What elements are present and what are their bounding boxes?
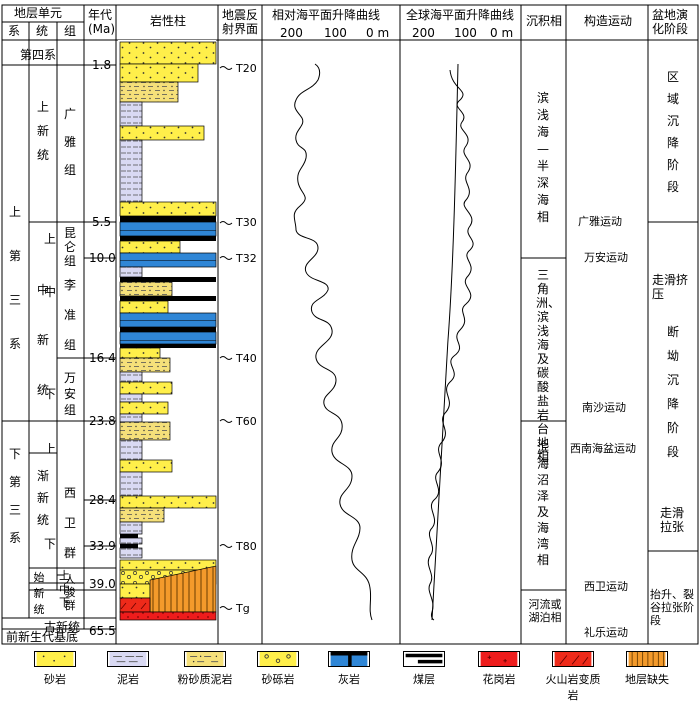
rel-scale-0: 0 m (366, 26, 390, 40)
sub-upper-eo: 上 (59, 569, 70, 582)
group-renjun: 人骏群 (64, 573, 76, 612)
legend-label: 地层缺失 (625, 673, 669, 686)
tectonic-swbasin: 西南海盆运动 (570, 442, 636, 455)
legend-label: 泥岩 (117, 673, 139, 686)
group-guangya: 广雅组 (63, 107, 76, 177)
header-system: 系 (8, 24, 21, 38)
age-9: 65.5 (89, 624, 116, 638)
basin-stage-2: 走滑挤压 (652, 273, 689, 301)
header-tectonic: 构造运动 (584, 14, 633, 28)
series-miocene: 中新统 (36, 283, 49, 397)
header-basin: 盆地演 化阶段 (652, 8, 689, 36)
legend-label: 灰岩 (338, 673, 360, 686)
legend-swatch-coal (403, 651, 445, 667)
seismic-tg: Tg (236, 602, 250, 615)
basement-label: 前新生代基底 (6, 630, 79, 644)
age-7: 33.9 (89, 539, 116, 553)
tectonic-xiwei: 西卫运动 (584, 580, 628, 593)
series-pliocene: 上新统 (36, 100, 49, 162)
legend-label: 粉砂质泥岩 (177, 673, 233, 686)
age-5: 23.8 (89, 414, 116, 428)
lithology-column (118, 40, 217, 621)
legend-swatch-granite (478, 651, 520, 667)
legend-label: 砂砾岩 (261, 673, 295, 686)
header-group: 组 (64, 24, 77, 38)
legend-label: 花岗岩 (482, 673, 516, 686)
basin-stage-5: 抬升、裂谷拉张阶段 (650, 588, 694, 627)
legend-label: 砂岩 (44, 673, 66, 686)
sub-lower-eo: 下 (59, 596, 70, 609)
global-sea-level-curve (427, 69, 474, 621)
system-paleogene: 下第三系 (8, 447, 21, 545)
header-age: 年代 (Ma) (88, 8, 116, 36)
facies-2: 三角洲、滨浅海及碳酸盐岩台地相 (536, 268, 561, 464)
age-1: 1.8 (92, 58, 112, 72)
seismic-t40: T40 (236, 352, 257, 365)
seismic-t20: T20 (236, 62, 257, 75)
header-lith: 岩性柱 (150, 14, 187, 28)
tectonic-nansha: 南沙运动 (582, 401, 626, 414)
legend-swatch-limestone (328, 651, 370, 667)
seismic-t80: T80 (236, 540, 257, 553)
seismic-t60: T60 (236, 415, 257, 428)
header-series: 统 (36, 24, 49, 38)
sub-middle-mio: 中 (44, 285, 57, 299)
legend-label: 煤层 (413, 673, 435, 686)
series-eocene: 始新统 (33, 571, 45, 616)
header-global-curve: 全球海平面升降曲线 (406, 8, 515, 22)
series-paleocene: 古新统 (44, 620, 81, 634)
header-facies: 沉积相 (526, 14, 563, 28)
tectonic-liyue: 礼乐运动 (584, 626, 628, 639)
header-unit: 地层单元 (14, 6, 63, 20)
glob-scale-200: 200 (412, 26, 435, 40)
basin-stage-3: 断坳沉降阶段 (666, 325, 679, 459)
legend-swatch-volcanic (552, 651, 594, 667)
group-kunlun: 昆仑组 (63, 226, 76, 268)
tectonic-wanan: 万安运动 (584, 251, 628, 264)
facies-4: 河流或湖泊相 (528, 598, 562, 624)
facies-3: 滨海沼泽及海湾相 (536, 441, 549, 567)
facies-1: 滨浅海—半深海相 (536, 91, 549, 224)
system-neogene: 上第三系 (8, 205, 21, 351)
legend-label: 火山岩变质岩 (545, 673, 601, 702)
tectonic-guangya: 广雅运动 (578, 215, 622, 228)
header-relative-curve: 相对海平面升降曲线 (272, 8, 381, 22)
header-seismic: 地震反 射界面 (222, 8, 259, 36)
group-xiwei: 西卫群 (63, 486, 76, 560)
group-lizhun: 李准组 (63, 278, 76, 352)
sub-lower-mio: 下 (44, 387, 57, 401)
seismic-t30: T30 (236, 216, 257, 229)
global-sea-level-longterm (431, 63, 459, 621)
glob-scale-100: 100 (454, 26, 477, 40)
rel-scale-200: 200 (280, 26, 303, 40)
group-wanan: 万安组 (63, 371, 76, 417)
seismic-t32: T32 (236, 252, 257, 265)
legend-swatch-mudstone (107, 651, 149, 667)
legend-swatch-conglomerate (257, 651, 299, 667)
legend-swatch-sandstone (34, 651, 76, 667)
basin-stage-1: 区域沉降阶段 (666, 70, 679, 194)
series-oligocene: 渐新统 (36, 469, 49, 527)
age-3: 10.0 (89, 251, 116, 265)
system-quaternary: 第四系 (20, 48, 57, 62)
glob-scale-0: 0 m (490, 26, 514, 40)
age-4: 16.4 (89, 351, 116, 365)
legend-swatch-silty-mudstone (184, 651, 226, 667)
sub-lower-oli: 下 (44, 537, 57, 551)
rel-scale-100: 100 (324, 26, 347, 40)
sub-middle-eo: 中 (59, 583, 70, 596)
relative-sea-level-curve (293, 63, 373, 621)
legend-swatch-missing (626, 651, 668, 667)
sub-upper-oli: 上 (44, 442, 57, 456)
age-6: 28.4 (89, 493, 116, 507)
age-2: 5.5 (92, 215, 112, 229)
basin-stage-4: 走滑拉张 (660, 506, 685, 534)
age-8: 39.0 (89, 577, 116, 591)
sub-upper-mio: 上 (44, 232, 57, 246)
